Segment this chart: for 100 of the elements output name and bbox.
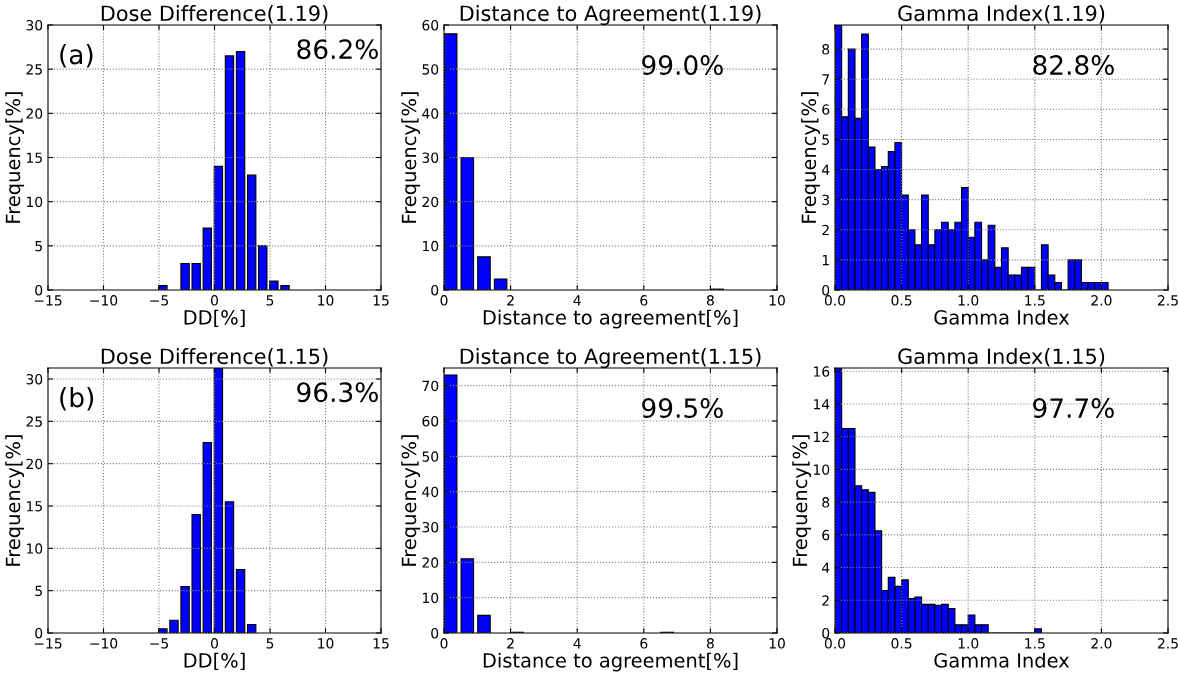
y-axis-title: Frequency[%] — [401, 92, 421, 223]
y-tick-label: 20 — [26, 458, 43, 470]
annotation: 97.7% — [1033, 398, 1114, 419]
x-tick-label: 2.5 — [1157, 295, 1178, 306]
y-tick-label: 30 — [26, 19, 43, 31]
annotation: 96.3% — [297, 382, 378, 403]
y-tick-label: 12 — [813, 431, 829, 442]
annotation: 99.5% — [642, 398, 723, 419]
x-tick-label: −5 — [150, 295, 169, 306]
y-tick-label: 0 — [822, 627, 830, 639]
x-tick-label: 2 — [507, 638, 514, 649]
x-tick-label: 10 — [318, 638, 334, 649]
y-tick-label: 25 — [26, 64, 42, 75]
y-tick-label: 8 — [822, 497, 830, 508]
y-tick-label: 2 — [822, 595, 829, 606]
y-tick-label: 5 — [35, 240, 42, 252]
x-tick-label: 2.0 — [1091, 638, 1112, 649]
x-axis-title: DD[%] — [184, 309, 245, 328]
y-axis-title: Frequency[%] — [401, 435, 421, 566]
x-tick-label: −10 — [90, 638, 118, 649]
x-tick-label: −10 — [90, 295, 118, 306]
x-tick-label: 4 — [573, 295, 581, 306]
x-axis-title: Distance to agreement[%] — [483, 309, 738, 329]
x-tick-label: 8 — [706, 638, 714, 649]
x-tick-label: −5 — [150, 638, 169, 649]
y-axis-title: Frequency[%] — [792, 435, 812, 566]
x-tick-label: 2.5 — [1157, 638, 1178, 649]
x-tick-label: 1.0 — [958, 295, 979, 306]
annotation: 99.0% — [642, 55, 723, 76]
x-tick-label: 6 — [640, 638, 648, 649]
y-tick-label: 0 — [35, 284, 43, 296]
y-tick-label: 40 — [422, 108, 439, 119]
x-tick-label: 0.5 — [891, 638, 912, 649]
x-tick-label: 0 — [211, 295, 218, 306]
chart-title: Gamma Index(1.15) — [898, 348, 1105, 367]
chart-title: Distance to Agreement(1.19) — [460, 5, 761, 26]
y-tick-label: 70 — [422, 380, 439, 392]
y-tick-label: 10 — [813, 464, 830, 475]
y-tick-label: 15 — [26, 501, 42, 512]
y-tick-label: 30 — [422, 152, 439, 163]
x-tick-label: 1.5 — [1025, 295, 1045, 306]
y-axis-title: Frequency[%] — [5, 435, 25, 566]
x-tick-label: 10 — [769, 295, 785, 306]
x-tick-label: 0 — [211, 638, 218, 649]
y-tick-label: 0 — [822, 284, 830, 296]
y-axis-title: Frequency[%] — [801, 92, 820, 223]
y-tick-label: 20 — [26, 108, 43, 119]
y-tick-label: 40 — [422, 486, 439, 498]
y-tick-label: 8 — [822, 44, 830, 55]
chart-title: Distance to Agreement(1.15) — [460, 348, 761, 369]
chart-title: Gamma Index(1.19) — [898, 5, 1105, 24]
y-tick-label: 0 — [35, 627, 43, 639]
x-tick-label: 6 — [640, 295, 648, 306]
annotation: 82.8% — [1033, 55, 1114, 76]
y-tick-label: 0 — [431, 627, 439, 639]
y-tick-label: 30 — [422, 521, 439, 533]
x-tick-label: 10 — [769, 638, 785, 649]
y-tick-label: 7 — [822, 74, 829, 85]
x-tick-label: 4 — [573, 638, 581, 649]
annotation: 86.2% — [297, 39, 378, 60]
y-tick-label: 6 — [822, 529, 830, 541]
chart-title: Dose Difference(1.19) — [101, 5, 328, 24]
y-tick-label: 4 — [821, 164, 830, 175]
y-tick-label: 6 — [822, 104, 830, 115]
x-axis-title: Gamma Index — [934, 652, 1070, 668]
y-tick-label: 16 — [813, 366, 830, 377]
x-tick-label: 2.0 — [1091, 295, 1112, 306]
y-tick-label: 60 — [422, 19, 439, 31]
x-tick-label: 1.5 — [1025, 638, 1045, 649]
x-tick-label: 10 — [318, 295, 334, 306]
y-tick-label: 0 — [431, 284, 439, 296]
x-tick-label: 0 — [440, 638, 448, 649]
x-tick-label: 15 — [373, 638, 389, 649]
y-tick-label: 2 — [822, 224, 829, 236]
chart-title: Dose Difference(1.15) — [101, 348, 328, 367]
y-tick-label: 20 — [422, 557, 439, 568]
x-axis-title: DD[%] — [184, 652, 245, 671]
x-axis-title: Gamma Index — [934, 309, 1070, 325]
y-tick-label: 10 — [26, 196, 43, 208]
x-tick-label: 0 — [440, 295, 448, 306]
y-tick-label: 50 — [422, 451, 439, 462]
x-tick-label: −15 — [34, 638, 62, 649]
x-tick-label: 15 — [373, 295, 389, 306]
y-tick-label: 5 — [35, 585, 42, 597]
x-tick-label: 8 — [706, 295, 714, 306]
x-tick-label: 2 — [507, 295, 514, 306]
x-axis-title: Distance to agreement[%] — [483, 652, 738, 672]
y-tick-label: 3 — [822, 194, 830, 206]
y-tick-label: 4 — [821, 562, 830, 573]
x-tick-label: 5 — [266, 638, 274, 649]
y-tick-label: 30 — [26, 373, 43, 385]
x-tick-label: 0.5 — [891, 295, 912, 306]
y-tick-label: 50 — [422, 64, 439, 75]
annotation: (a) — [60, 44, 93, 68]
y-tick-label: 1 — [822, 255, 829, 266]
y-tick-label: 25 — [26, 416, 42, 427]
y-tick-label: 20 — [422, 196, 439, 208]
x-tick-label: 0.0 — [824, 295, 846, 306]
x-tick-label: 5 — [266, 295, 274, 306]
y-tick-label: 5 — [822, 134, 829, 145]
